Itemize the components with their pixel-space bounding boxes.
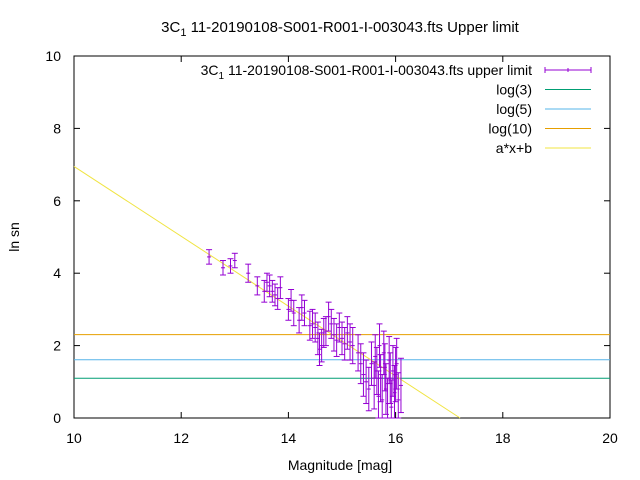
- y-tick-label: 0: [53, 410, 61, 426]
- legend-item: log(5): [496, 101, 591, 117]
- legend-label: log(10): [488, 121, 532, 137]
- legend-item: 3C1 11-20190108-S001-R001-I-003043.fts u…: [201, 62, 592, 82]
- data-point: [397, 357, 404, 414]
- x-axis: 10 12 14 16 18 20: [66, 56, 618, 446]
- data-point: [245, 263, 252, 283]
- data-point: [357, 343, 364, 385]
- data-point: [266, 274, 273, 298]
- data-point: [344, 316, 351, 350]
- data-point: [387, 352, 394, 405]
- data-point: [336, 312, 343, 343]
- data-point: [298, 294, 305, 321]
- y-tick-label: 2: [53, 338, 61, 354]
- x-tick-label: 14: [281, 430, 297, 446]
- y-axis: 0 2 4 6 8 10: [45, 48, 610, 426]
- data-point: [285, 298, 292, 321]
- x-tick-label: 12: [173, 430, 189, 446]
- data-point: [312, 312, 319, 343]
- x-tick-label: 16: [388, 430, 404, 446]
- data-point: [341, 327, 348, 361]
- data-point: [227, 258, 234, 274]
- errorbar-series: [206, 249, 404, 419]
- data-point: [220, 260, 227, 276]
- y-tick-label: 8: [53, 120, 61, 136]
- legend-item: log(3): [496, 82, 591, 98]
- data-point: [301, 299, 308, 327]
- fit-line: [73, 165, 461, 419]
- data-point: [347, 323, 354, 361]
- x-tick-label: 18: [495, 430, 511, 446]
- x-axis-label: Magnitude [mag]: [288, 457, 392, 473]
- data-point: [231, 252, 238, 269]
- data-point: [325, 301, 332, 332]
- y-tick-label: 10: [45, 48, 61, 64]
- legend-item: log(10): [488, 121, 591, 137]
- y-tick-label: 4: [53, 265, 61, 281]
- data-point: [290, 299, 297, 327]
- legend-label: log(3): [496, 82, 532, 98]
- chart-title: 3C1 11-20190108-S001-R001-I-003043.fts U…: [161, 19, 520, 39]
- legend-label: 3C1 11-20190108-S001-R001-I-003043.fts u…: [201, 62, 533, 82]
- data-point: [328, 308, 335, 339]
- legend-label: a*x+b: [496, 140, 532, 156]
- data-point: [395, 372, 402, 419]
- y-axis-label: ln sn: [6, 222, 22, 252]
- data-point: [376, 323, 383, 368]
- data-point: [339, 321, 345, 356]
- data-point: [349, 327, 356, 365]
- data-point: [277, 276, 284, 300]
- y-tick-label: 6: [53, 193, 61, 209]
- legend: 3C1 11-20190108-S001-R001-I-003043.fts u…: [201, 62, 592, 156]
- plot-area: [73, 55, 611, 419]
- data-point: [363, 359, 370, 405]
- data-point: [306, 310, 313, 341]
- data-point: [355, 334, 362, 372]
- plot-frame: [73, 55, 611, 419]
- data-point: [368, 341, 375, 386]
- legend-label: log(5): [496, 101, 532, 117]
- x-tick-label: 10: [66, 430, 82, 446]
- data-point: [365, 366, 372, 412]
- data-point: [309, 308, 316, 339]
- data-point: [371, 361, 378, 410]
- x-tick-label: 20: [602, 430, 618, 446]
- reference-lines: [73, 165, 610, 419]
- data-point: [254, 276, 261, 296]
- data-point: [263, 272, 270, 292]
- legend-item: a*x+b: [496, 140, 591, 156]
- data-point: [333, 323, 340, 357]
- data-point: [206, 249, 213, 265]
- data-point: [379, 374, 386, 419]
